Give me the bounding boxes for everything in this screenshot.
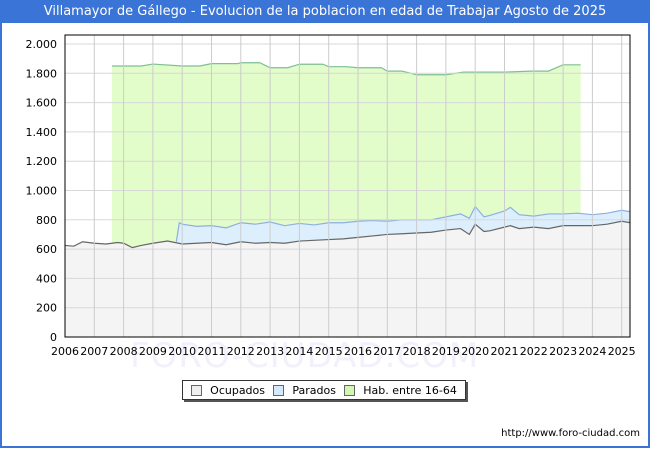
x-tick-label: 2018 bbox=[403, 345, 431, 358]
x-tick-label: 2021 bbox=[491, 345, 519, 358]
x-tick-label: 2024 bbox=[578, 345, 606, 358]
y-tick-label: 400 bbox=[36, 272, 57, 285]
x-tick-label: 2006 bbox=[51, 345, 79, 358]
y-tick-label: 1.000 bbox=[26, 185, 58, 198]
y-tick-label: 200 bbox=[36, 302, 57, 315]
x-tick-label: 2017 bbox=[373, 345, 401, 358]
ocupados-line bbox=[64, 220, 631, 249]
hab-swatch-icon bbox=[344, 384, 356, 396]
x-tick-label: 2009 bbox=[139, 345, 167, 358]
ocupados-swatch-icon bbox=[191, 384, 203, 396]
x-tick-label: 2019 bbox=[432, 345, 460, 358]
legend-label: Ocupados bbox=[210, 383, 266, 397]
x-tick-label: 2012 bbox=[227, 345, 255, 358]
y-tick-label: 0 bbox=[50, 331, 57, 344]
chart-title: Villamayor de Gállego - Evolucion de la … bbox=[0, 0, 650, 23]
x-tick-label: 2014 bbox=[285, 345, 313, 358]
x-tick-label: 2025 bbox=[608, 345, 636, 358]
plot-border bbox=[64, 34, 631, 338]
y-tick-label: 1.800 bbox=[26, 67, 58, 80]
watermark: FORO-CIUDAD.COM bbox=[130, 336, 480, 376]
y-tick-label: 1.600 bbox=[26, 97, 58, 110]
legend-item-parados: Parados bbox=[273, 384, 336, 397]
x-tick-label: 2013 bbox=[256, 345, 284, 358]
x-tick-label: 2016 bbox=[344, 345, 372, 358]
legend-label: Parados bbox=[292, 383, 336, 397]
legend-item-ocupados: Ocupados bbox=[191, 384, 265, 397]
x-tick-label: 2007 bbox=[80, 345, 108, 358]
x-tick-label: 2011 bbox=[198, 345, 226, 358]
parados-swatch-icon bbox=[273, 384, 285, 396]
y-tick-label: 800 bbox=[36, 214, 57, 227]
source-url: http://www.foro-ciudad.com bbox=[501, 428, 640, 439]
legend-label: Hab. entre 16-64 bbox=[363, 383, 457, 397]
x-tick-label: 2020 bbox=[461, 345, 489, 358]
y-tick-label: 2.000 bbox=[26, 38, 58, 51]
y-tick-label: 600 bbox=[36, 243, 57, 256]
x-tick-label: 2008 bbox=[110, 345, 138, 358]
x-tick-label: 2015 bbox=[315, 345, 343, 358]
y-tick-label: 1.400 bbox=[26, 126, 58, 139]
hab-line bbox=[111, 62, 581, 76]
y-tick-label: 1.200 bbox=[26, 155, 58, 168]
legend: Ocupados Parados Hab. entre 16-64 bbox=[182, 380, 466, 400]
x-tick-label: 2023 bbox=[549, 345, 577, 358]
x-tick-label: 2010 bbox=[168, 345, 196, 358]
legend-item-hab: Hab. entre 16-64 bbox=[344, 384, 457, 397]
x-tick-label: 2022 bbox=[520, 345, 548, 358]
